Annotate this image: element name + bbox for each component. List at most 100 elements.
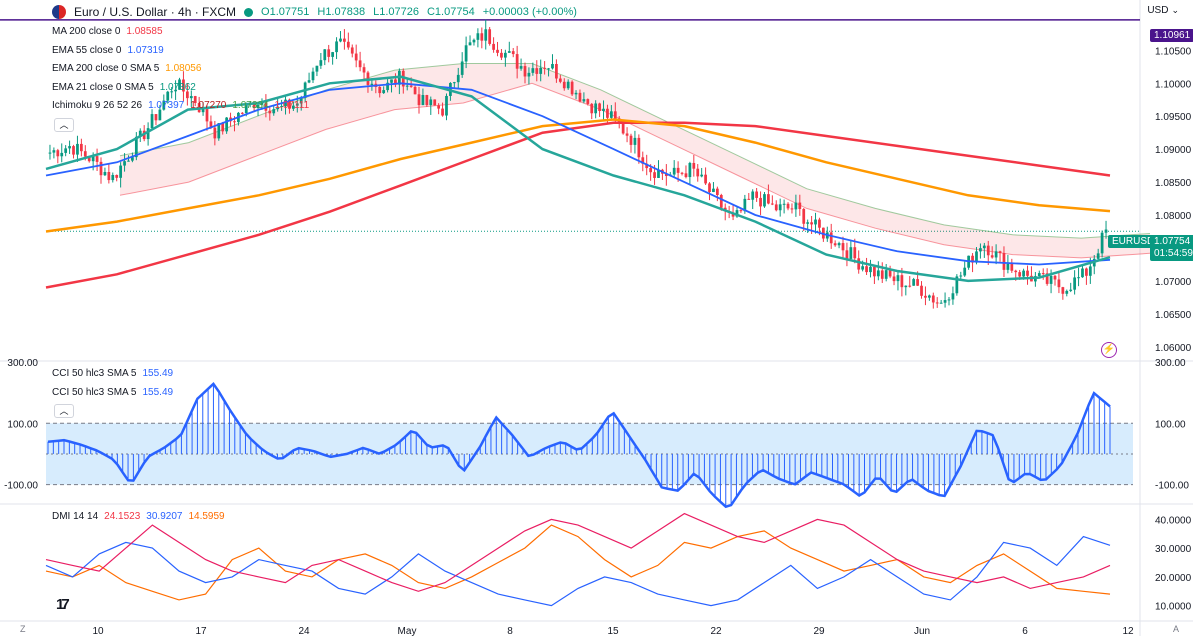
indicator-value: 1.07111 — [274, 100, 310, 111]
candle-body — [1049, 275, 1053, 284]
price-tick-label: 1.10000 — [1155, 79, 1192, 90]
candle-body — [935, 302, 939, 304]
candle-body — [272, 109, 276, 114]
candle-body — [280, 105, 283, 107]
indicator-legend-row[interactable]: EMA 55 close 0 1.07319 — [52, 42, 309, 61]
candle-body — [123, 161, 126, 166]
indicator-legend-row[interactable]: MA 200 close 0 1.08585 — [52, 23, 309, 42]
candle-body — [107, 171, 111, 181]
candle-body — [880, 270, 884, 279]
candle-body — [900, 275, 904, 288]
candle-body — [806, 222, 810, 224]
collapse-legend-button[interactable]: ︿ — [54, 118, 74, 132]
senkou-span-b — [119, 82, 1151, 259]
candle-body — [315, 65, 319, 72]
candle-body — [343, 38, 346, 42]
ohlc-low: L1.07726 — [373, 6, 419, 18]
dmi-label: DMI 14 14 — [52, 511, 99, 522]
candle-body — [166, 91, 170, 101]
cci-line — [47, 382, 1111, 509]
candle-body — [217, 123, 221, 139]
candle-body — [884, 270, 888, 279]
auto-scale-toggle[interactable]: A — [1172, 624, 1179, 634]
time-tick-label: 29 — [813, 626, 825, 636]
cci-tick-label-left: 100.00 — [7, 419, 38, 430]
ema-55-line — [45, 82, 1111, 266]
dmi-plus-line — [45, 524, 1111, 601]
indicator-legend-row[interactable]: EMA 21 close 0 SMA 5 1.07362 — [52, 79, 309, 98]
candle-body — [488, 29, 492, 44]
candle-body — [72, 146, 75, 155]
indicator-label: Ichimoku 9 26 52 26 — [52, 100, 143, 111]
candle-body — [527, 72, 531, 77]
indicator-legend-row[interactable]: Ichimoku 9 26 52 26 1.07397 1.07270 1.07334… — [52, 97, 309, 116]
dmi-minus-value: 30.9207 — [146, 511, 183, 522]
candle-body — [484, 29, 488, 41]
candle-body — [998, 251, 1002, 254]
candle-body — [205, 108, 209, 122]
candle-body — [178, 79, 181, 90]
candle-body — [994, 251, 998, 258]
candle-body — [1053, 275, 1057, 280]
candle-body — [445, 95, 448, 116]
cci-tick-label-left: -100.00 — [4, 481, 38, 492]
cci-label: CCI 50 hlc3 SMA 5 — [52, 386, 137, 398]
candle-body — [943, 300, 947, 303]
candle-body — [193, 96, 197, 104]
candle-body — [405, 85, 409, 87]
candle-body — [452, 82, 456, 84]
time-tick-label: Jun — [914, 626, 930, 636]
candle-body — [814, 219, 817, 225]
ichimoku-cloud-fill — [120, 63, 1150, 258]
cci-legend-row[interactable]: CCI 50 hlc3 SMA 5 155.49 — [52, 384, 173, 403]
candle-body — [1026, 270, 1029, 276]
candle-body — [574, 92, 578, 95]
time-tick-label: May — [398, 626, 417, 636]
candle-body — [625, 133, 629, 136]
candle-body — [307, 80, 311, 83]
candle-body — [507, 51, 511, 53]
candle-body — [896, 275, 900, 282]
candle-body — [500, 52, 503, 58]
candle-body — [480, 33, 484, 41]
candle-body — [1037, 273, 1041, 277]
cci-tick-label-right: 300.00 — [1155, 358, 1186, 369]
candle-body — [511, 51, 515, 55]
symbol-title[interactable]: Euro / U.S. Dollar · 4h · FXCM — [74, 5, 237, 19]
candle-body — [464, 45, 468, 62]
candle-body — [774, 204, 778, 211]
candle-body — [515, 54, 519, 69]
candle-body — [433, 99, 437, 106]
indicator-legend-row[interactable]: EMA 200 close 0 SMA 5 1.08056 — [52, 60, 309, 79]
collapse-cci-legend-button[interactable]: ︿ — [54, 404, 74, 418]
time-tick-label: 15 — [607, 626, 619, 636]
candle-body — [425, 95, 429, 106]
candle-body — [653, 172, 656, 178]
candle-body — [853, 247, 857, 259]
candle-body — [354, 53, 358, 61]
tradingview-logo-icon[interactable]: 17 — [56, 596, 70, 613]
candle-body — [221, 123, 225, 132]
lightning-icon[interactable]: ⚡ — [1101, 342, 1117, 358]
candle-body — [60, 152, 64, 157]
candle-body — [555, 63, 558, 79]
candle-body — [386, 82, 389, 91]
timezone-toggle[interactable]: Z — [20, 624, 26, 634]
candle-body — [1085, 268, 1088, 276]
candle-body — [798, 202, 802, 209]
currency-selector[interactable]: USD — [1147, 5, 1179, 16]
candle-body — [260, 102, 264, 105]
candle-body — [213, 127, 217, 139]
dmi-minus-line — [45, 535, 1111, 607]
candle-body — [692, 162, 696, 169]
candle-body — [590, 103, 594, 114]
candle-body — [256, 104, 260, 109]
cci-legend-row[interactable]: CCI 50 hlc3 SMA 5 155.49 — [52, 365, 173, 384]
symbol-tag: EURUSD — [1108, 235, 1159, 248]
cci-tick-label-right: 100.00 — [1155, 419, 1186, 430]
candle-body — [417, 94, 421, 106]
candle-body — [146, 128, 150, 140]
candle-body — [311, 71, 315, 81]
price-tick-label: 1.06000 — [1155, 343, 1192, 354]
